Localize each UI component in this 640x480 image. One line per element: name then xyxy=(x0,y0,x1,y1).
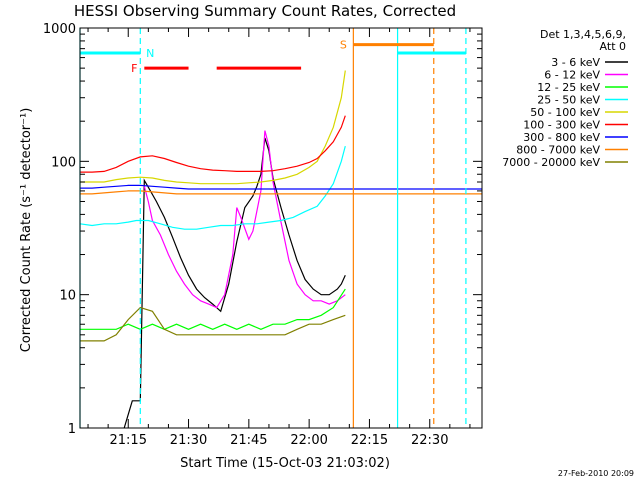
y-tick-label: 10 xyxy=(59,289,76,304)
series-line-1 xyxy=(123,137,346,429)
legend-entry-label: 7000 - 20000 keV xyxy=(502,156,600,169)
series-line-3 xyxy=(80,288,346,330)
x-tick-label: 22:30 xyxy=(411,433,448,448)
legend-header-line: Det 1,3,4,5,6,9, xyxy=(540,28,626,41)
x-tick-label: 22:00 xyxy=(290,433,327,448)
legend-entry-label: 100 - 300 keV xyxy=(523,119,600,132)
legend-entry-label: 6 - 12 keV xyxy=(544,69,600,82)
y-tick-label: 1 xyxy=(68,422,76,437)
series-line-7 xyxy=(80,184,482,190)
legend-entry-label: 300 - 800 keV xyxy=(523,131,600,144)
legend-entry-label: 50 - 100 keV xyxy=(530,106,600,119)
series-line-5 xyxy=(80,70,346,185)
series-layer xyxy=(79,70,482,429)
legend-header-line: Att 0 xyxy=(600,40,626,53)
flag-label-S: S xyxy=(340,39,347,52)
x-tick-label: 21:45 xyxy=(230,433,267,448)
legend-entry-label: 12 - 25 keV xyxy=(537,81,600,94)
y-axis-label: Corrected Count Rate (s⁻¹ detector⁻¹) xyxy=(19,108,34,353)
series-line-4 xyxy=(79,145,346,230)
legend-entry-label: 3 - 6 keV xyxy=(551,56,600,69)
y-tick-label: 1000 xyxy=(43,22,76,37)
legend-entry-label: 25 - 50 keV xyxy=(537,94,600,107)
plot-frame xyxy=(79,27,483,429)
flag-label-F: F xyxy=(131,62,137,75)
footer-timestamp: 27-Feb-2010 20:09 xyxy=(558,469,634,478)
flag-label-N: N xyxy=(146,47,154,60)
series-line-9 xyxy=(80,306,346,342)
legend-entry-label: 800 - 7000 keV xyxy=(516,144,600,157)
axis-layer: 1 10 100 1000 21:15 21:30 21:45 22:00 22:15 22:30 xyxy=(43,22,483,448)
series-line-6 xyxy=(80,115,346,173)
y-tick-label: 100 xyxy=(51,155,76,170)
x-tick-label: 21:30 xyxy=(170,433,207,448)
x-axis-label: Start Time (15-Oct-03 21:03:02) xyxy=(180,456,390,471)
series-line-8 xyxy=(80,190,482,195)
series-line-2 xyxy=(143,130,346,309)
x-tick-label: 22:15 xyxy=(351,433,388,448)
x-tick-label: 21:15 xyxy=(110,433,147,448)
chart-title: HESSI Observing Summary Count Rates, Cor… xyxy=(74,2,456,20)
